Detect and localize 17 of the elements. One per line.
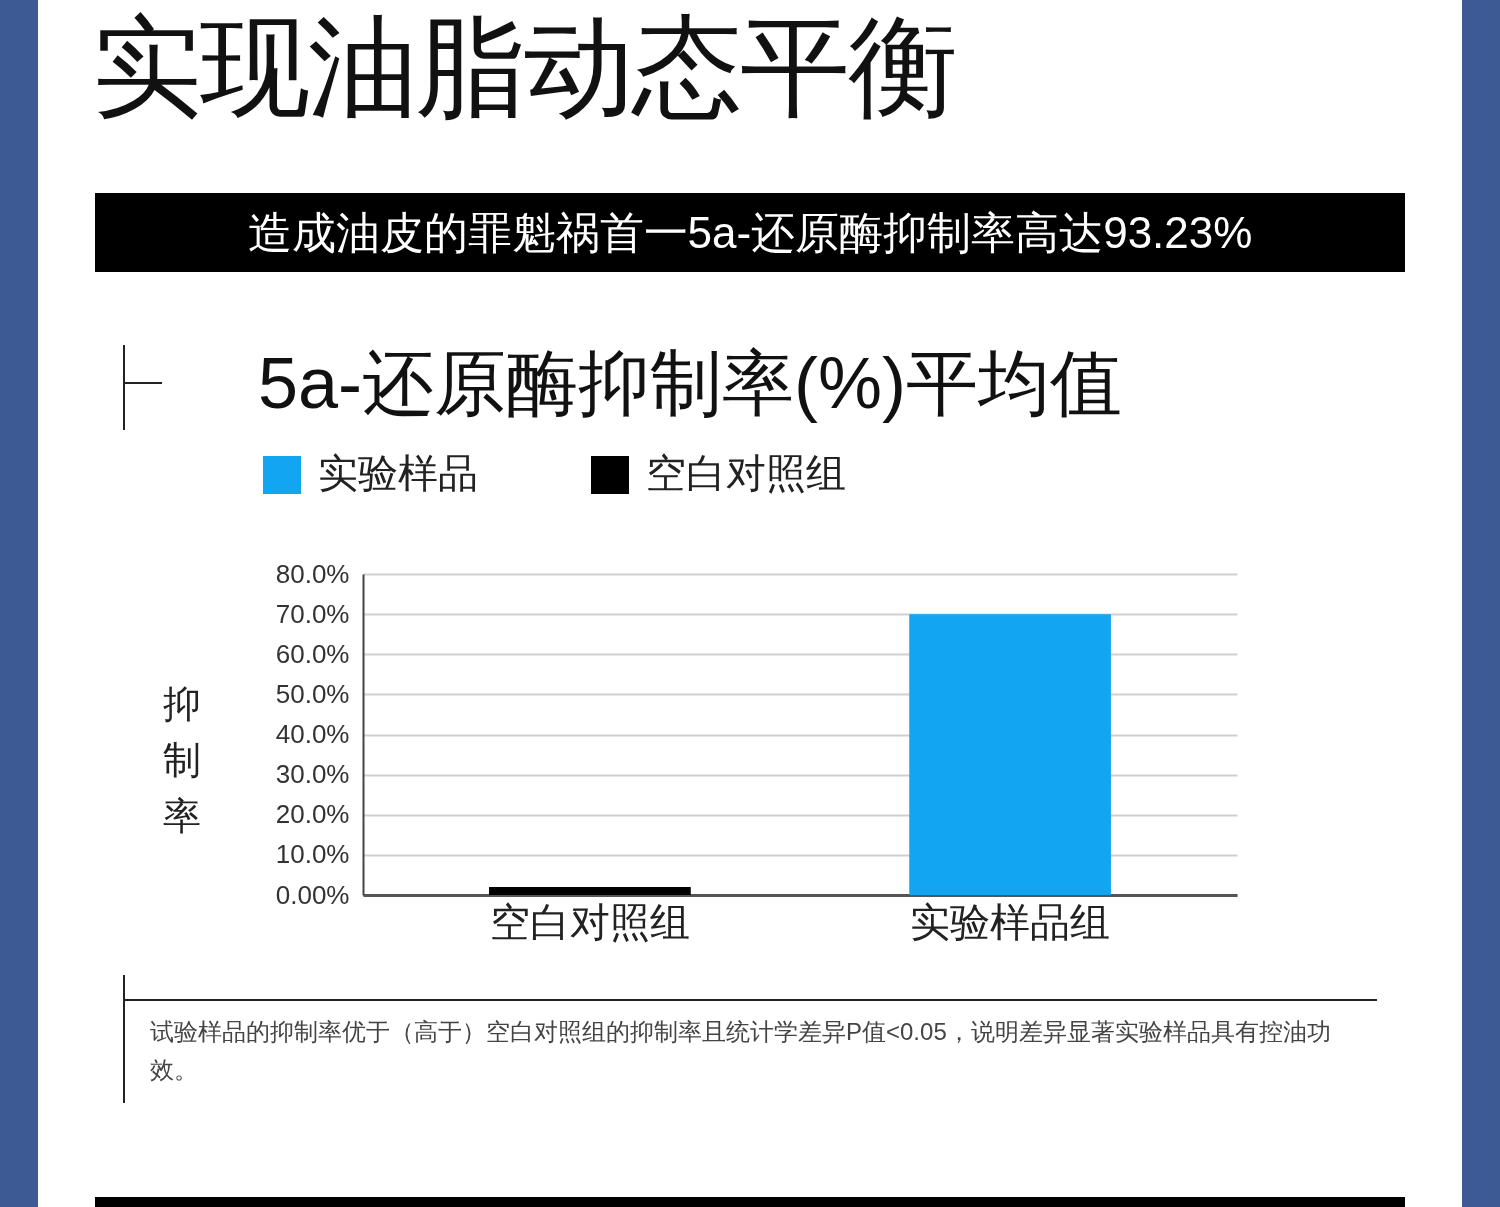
y-tick-label: 50.0% bbox=[275, 678, 350, 709]
chart-title: 实现油脂动态平衡 bbox=[92, 4, 956, 130]
legend-label: 实验样品 bbox=[318, 451, 478, 495]
y-tick-label: 70.0% bbox=[275, 598, 350, 629]
y-tick-label: 80.0% bbox=[275, 558, 350, 589]
text: 试验样品的抑制率优于（高于）空白对照组的抑制率且统计学差异P值<0.05，说明差异显著实验样品具有控油功效。 bbox=[150, 1017, 1332, 1085]
y-tick-label: 30.0% bbox=[275, 759, 350, 790]
y-tick-label: 40.0% bbox=[275, 719, 350, 749]
legend-label: 空白对照组 bbox=[646, 451, 846, 495]
y-tick-label: 60.0% bbox=[275, 638, 350, 669]
text: 5a-还原酶抑制率(%)平均值 bbox=[258, 342, 1123, 425]
y-tick-label: 20.0% bbox=[275, 799, 350, 830]
y-tick-label: 10.0% bbox=[275, 839, 350, 870]
y-axis-title: 抑制率 bbox=[162, 682, 201, 837]
y-tick-label: 0.00% bbox=[275, 879, 350, 910]
x-tick-label: 实验样品组 bbox=[910, 899, 1111, 944]
chart-subtitle: 造成油皮的罪魁祸首一5a-还原酶抑制率高达93.23% bbox=[95, 193, 1405, 272]
